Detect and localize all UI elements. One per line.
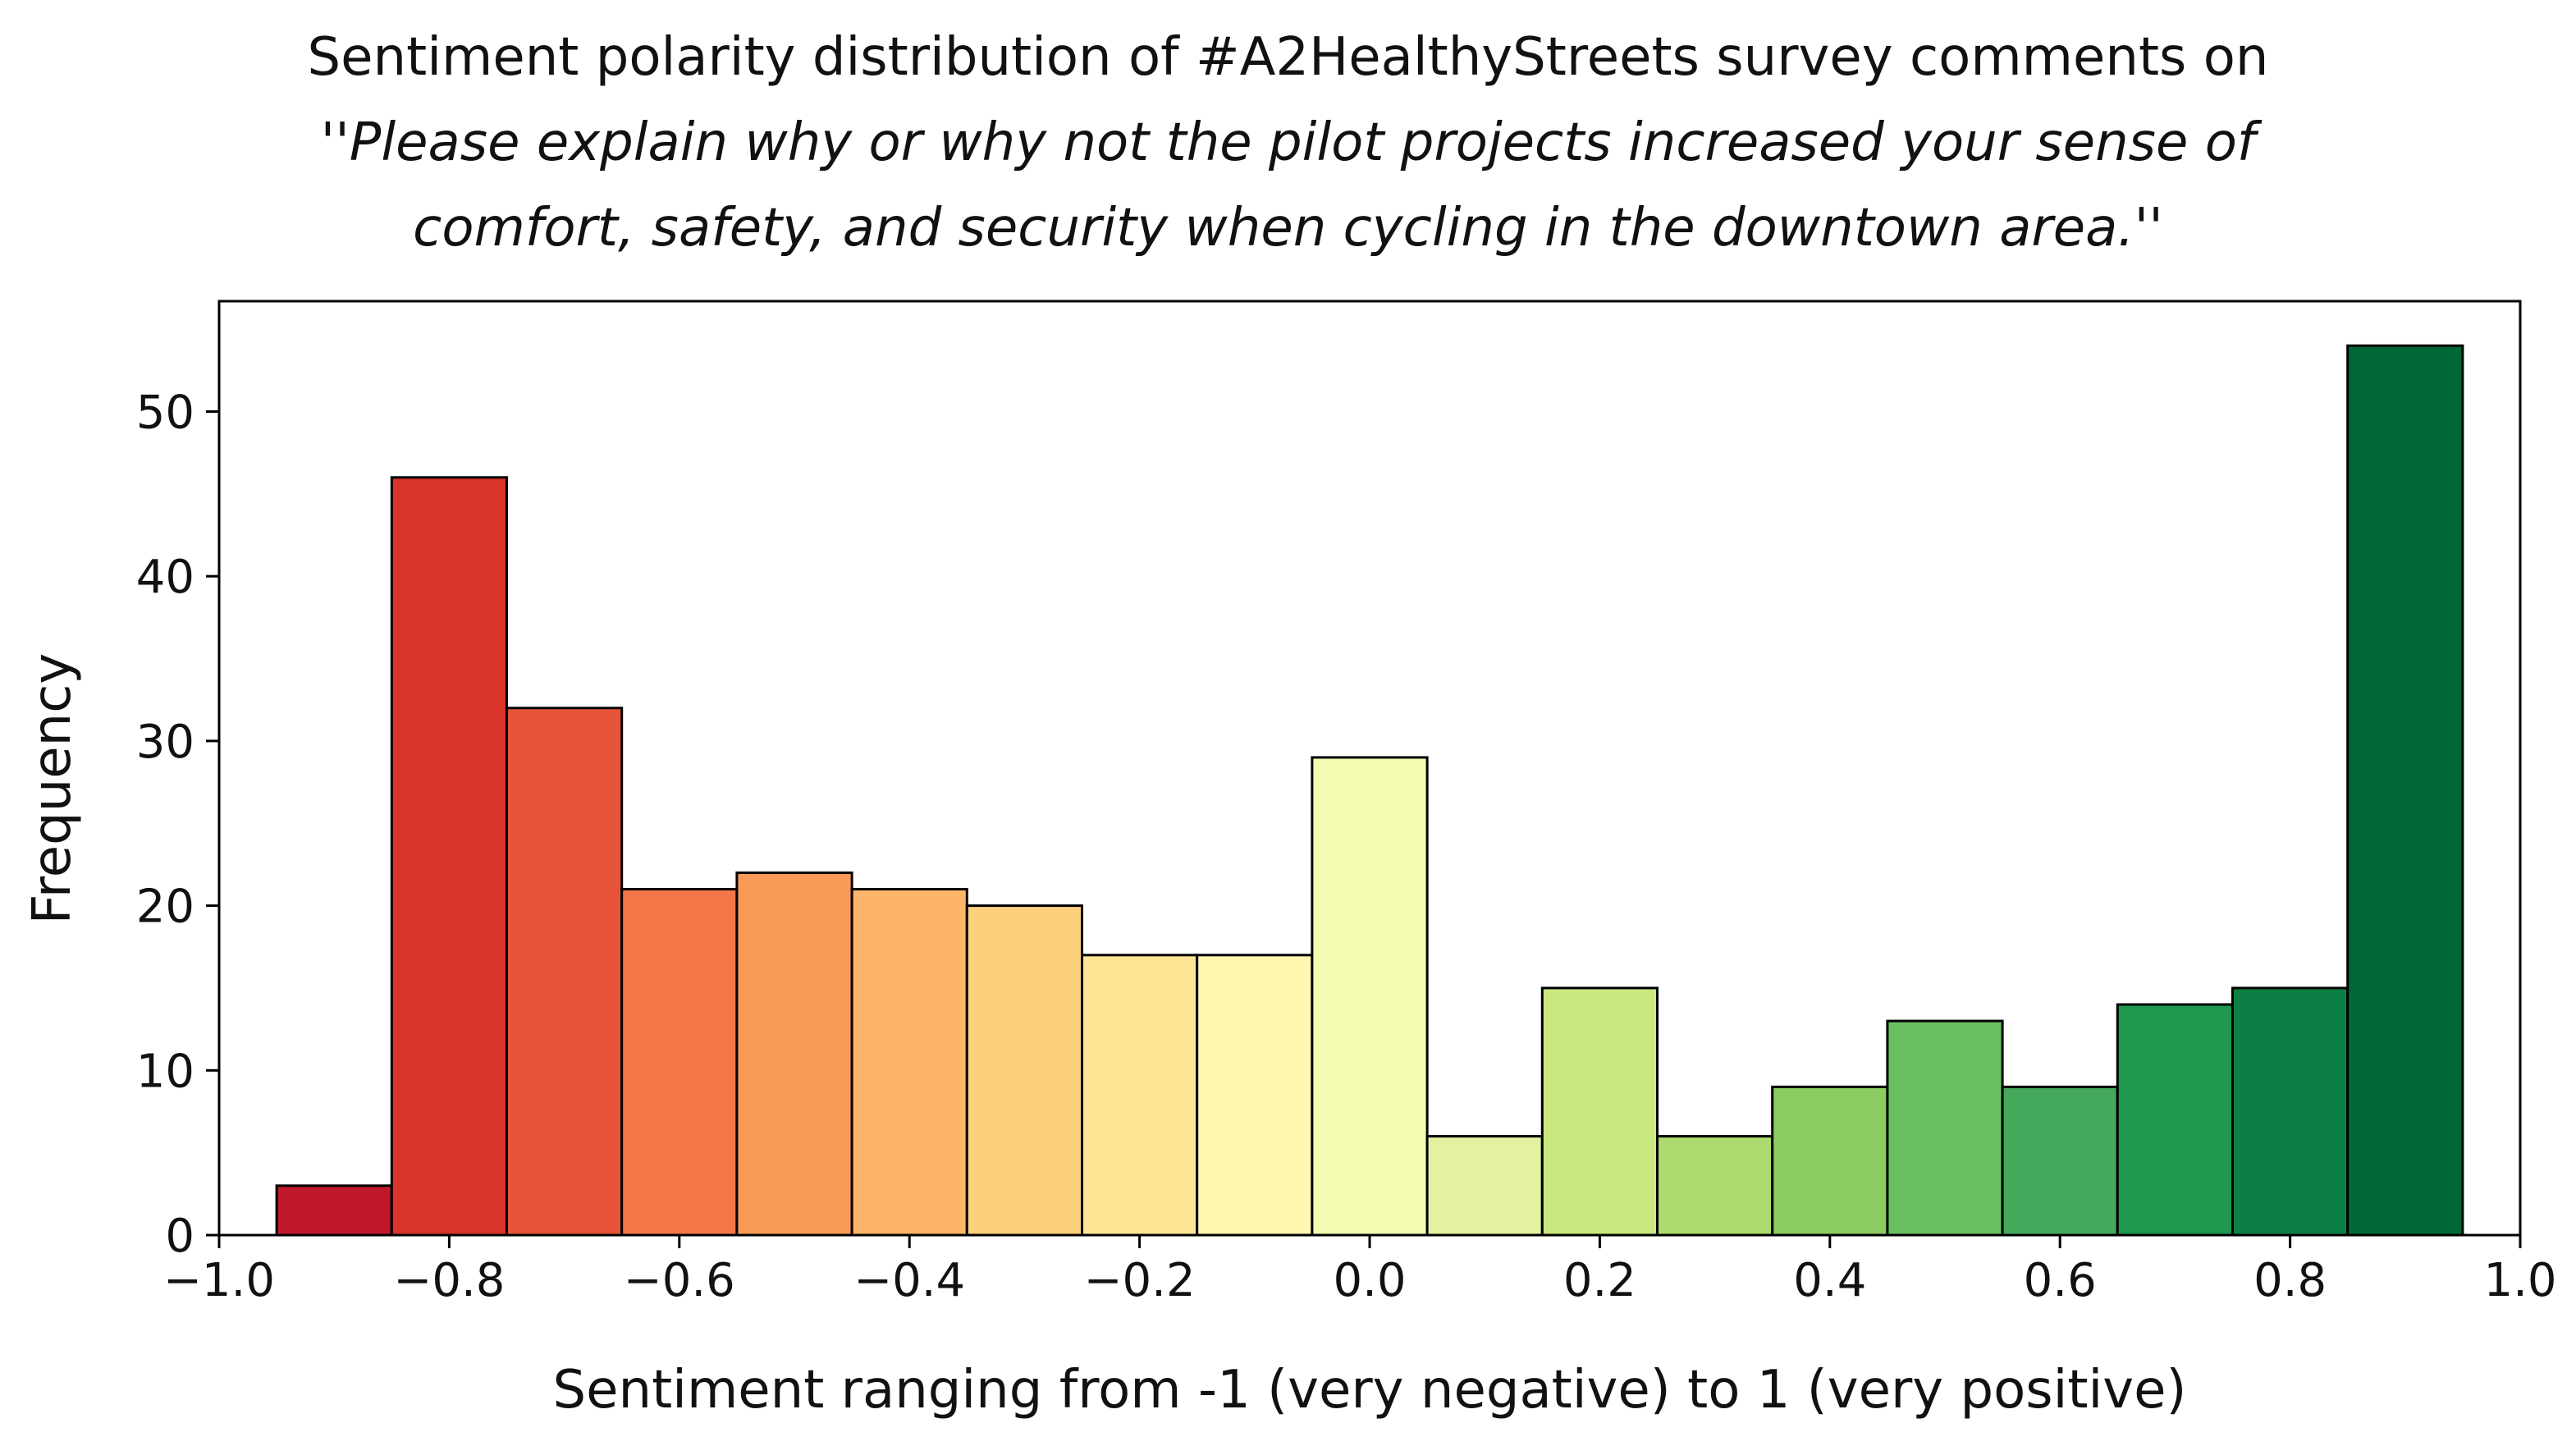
histogram-bar [2116,1003,2235,1237]
x-axis-ticks: −1.0 −0.8 −0.6 −0.4 −0.2 0.0 0.2 0.4 0.6 0.8 1.0 [163,1235,2557,1307]
histogram-bar [620,888,739,1237]
histogram-bar [1886,1019,2004,1237]
y-tick-label: 30 [136,716,194,769]
x-tick-label: −0.4 [853,1254,965,1307]
histogram-bar [2231,986,2350,1237]
y-tick-label: 40 [136,551,194,604]
bars-group [275,344,2464,1237]
histogram-bar [1656,1135,1774,1237]
histogram-bar [1425,1135,1544,1237]
x-tick-label: 0.6 [2024,1254,2097,1307]
chart-title-line-1: Sentiment polarity distribution of #A2He… [307,27,2269,88]
histogram-bar [735,871,853,1237]
x-tick-label: −0.2 [1084,1254,1196,1307]
histogram-bar [1771,1085,1889,1237]
y-tick-label: 20 [136,881,194,934]
x-tick-label: 0.4 [1793,1254,1866,1307]
x-axis-label: Sentiment ranging from -1 (very negative… [553,1360,2187,1421]
histogram-bar [965,904,1084,1237]
histogram-bar [1196,954,1314,1237]
histogram-bar [1540,986,1659,1237]
histogram-bar [850,888,968,1237]
chart-title-line-3: comfort, safety, and security when cycli… [413,198,2163,259]
y-tick-label: 50 [136,386,194,439]
x-tick-label: −0.8 [393,1254,505,1307]
histogram-bar [275,1184,393,1237]
x-tick-label: 0.0 [1333,1254,1406,1307]
x-tick-label: 0.8 [2253,1254,2327,1307]
x-tick-label: −0.6 [624,1254,735,1307]
x-tick-label: 0.2 [1563,1254,1636,1307]
x-tick-label: −1.0 [163,1254,275,1307]
y-axis-ticks: 0 10 20 30 40 50 [136,386,219,1263]
chart-title-line-2: ''Please explain why or why not the pilo… [320,112,2256,173]
histogram-bar [506,707,624,1237]
histogram-bar [390,476,508,1237]
y-tick-label: 0 [165,1210,194,1263]
histogram-bar [2346,344,2464,1237]
x-tick-label: 1.0 [2483,1254,2556,1307]
histogram-bar [1311,756,1429,1237]
y-axis-label: Frequency [22,653,83,925]
histogram-bar [1081,954,1199,1237]
chart-title: Sentiment polarity distribution of #A2He… [0,15,2576,271]
histogram-bar [2001,1085,2119,1237]
y-tick-label: 10 [136,1045,194,1098]
